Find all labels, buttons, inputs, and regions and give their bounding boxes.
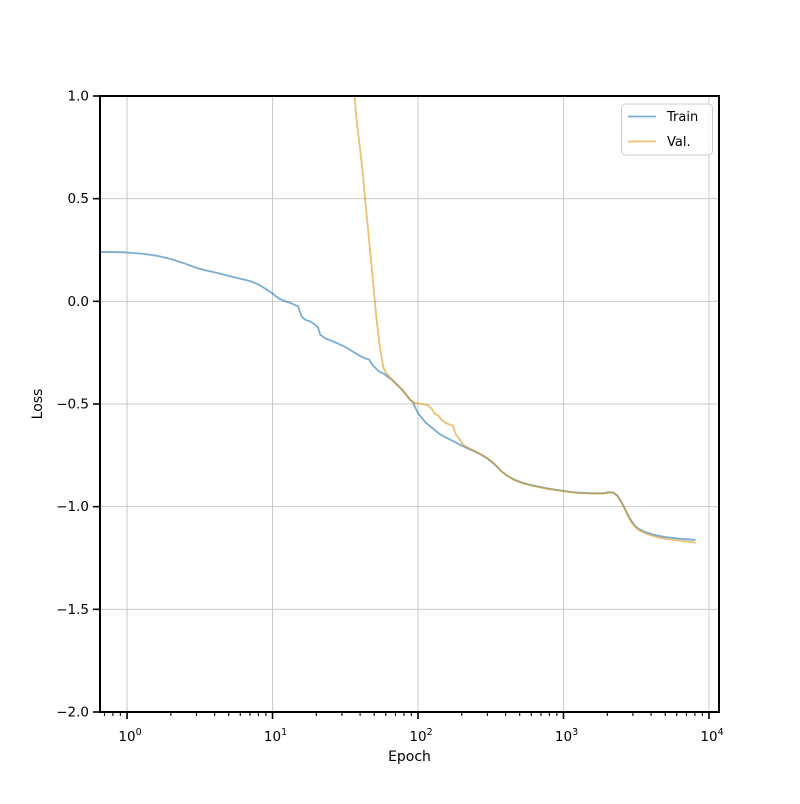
y-tick-label: 0.5 — [68, 191, 89, 207]
y-tick-label: −0.5 — [56, 397, 89, 413]
x-tick-label: 102 — [409, 727, 432, 745]
legend: Train Val. — [621, 103, 713, 156]
y-tick-label: 1.0 — [68, 89, 89, 105]
y-tick-label: −1.5 — [56, 602, 89, 618]
y-tick-label: −1.0 — [56, 499, 89, 515]
x-tick-label: 104 — [700, 727, 723, 745]
tick-marks — [93, 95, 710, 719]
x-tick-label: 101 — [264, 727, 287, 745]
x-tick-label: 100 — [118, 727, 141, 745]
y-tick-label: −2.0 — [56, 705, 89, 721]
x-tick-label: 103 — [555, 727, 578, 745]
y-axis-label: Loss — [30, 389, 46, 420]
legend-label: Val. — [667, 135, 691, 150]
x-axis-label: Epoch — [388, 749, 431, 765]
series-line-val — [353, 96, 696, 544]
legend-label: Train — [666, 110, 698, 125]
y-tick-label: 0.0 — [68, 294, 89, 310]
